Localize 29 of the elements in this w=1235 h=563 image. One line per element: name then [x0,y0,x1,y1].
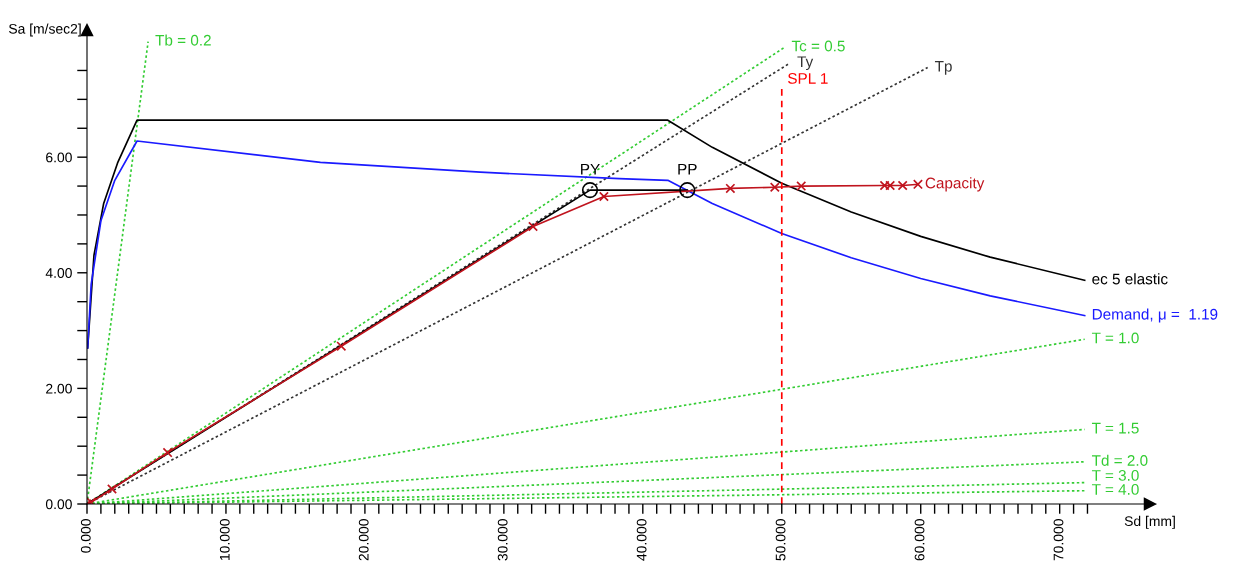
x-tick-label: 10.000 [219,519,230,560]
series-label: Ty [797,56,814,71]
series-label: Tc = 0.5 [791,40,845,52]
x-tick-label: 60.000 [914,519,925,561]
series-label: Demand, μ = 1.19 [1092,308,1218,323]
y-tick-label: 2.00 [46,383,72,394]
series-label: Tp [934,61,952,75]
series-label: T = 1.5 [1091,422,1139,434]
y-tick-label: 4.00 [45,268,72,278]
y-tick-label: 6.00 [46,152,72,163]
x-tick-label: 70.000 [1053,519,1064,561]
series-label: Capacity [925,177,985,192]
series-label: T = 4.0 [1091,483,1139,495]
series-label: Td = 2.0 [1091,454,1148,466]
x-axis-title: Sd [mm] [1124,515,1175,529]
x-tick-label: 50.000 [775,519,786,561]
x-tick-label: 0.000 [80,519,91,553]
series-label: ec 5 elastic [1092,273,1168,285]
series-label: T = 3.0 [1091,469,1139,481]
annotation: PP [678,163,697,175]
y-axis-title: Sa [m/sec2] [8,23,81,37]
annotation: PY [581,163,600,175]
x-tick-label: 30.000 [497,519,508,561]
x-tick-label: 20.000 [358,519,369,561]
x-tick-label: 40.000 [636,519,647,561]
series-label: T = 1.0 [1091,332,1139,344]
ref-line-label: SPL 1 [788,73,828,84]
series-label: Tb = 0.2 [155,34,211,46]
y-tick-label: 0.00 [45,499,72,510]
